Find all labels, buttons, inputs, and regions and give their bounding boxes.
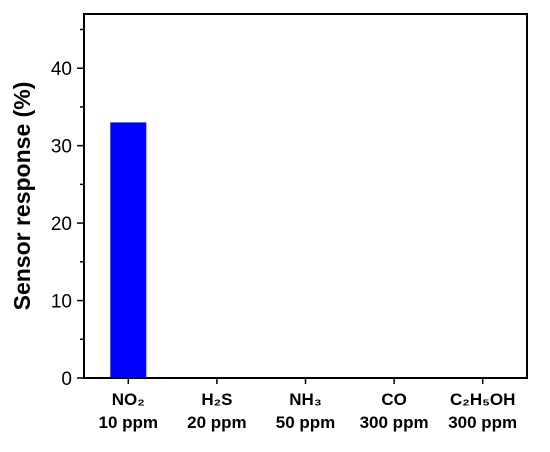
labels-layer: 0 10 20 30 40 NO₂ 10 ppm H₂S 20 ppm NH₃ 50 ppm CO 30… (51, 59, 517, 432)
plot-area-frame (83, 13, 528, 379)
x-category-gas: H₂S (201, 390, 232, 409)
bars-layer (110, 122, 147, 378)
x-category-gas: C₂H₅OH (450, 390, 515, 409)
y-tick-label: 10 (51, 292, 72, 313)
x-category-concentration: 50 ppm (276, 413, 336, 432)
y-axis-title: Sensor response (%) (9, 82, 35, 311)
x-category-concentration: 20 ppm (187, 413, 247, 432)
x-category-gas: NH₃ (289, 390, 321, 409)
x-category-concentration: 300 ppm (448, 413, 517, 432)
x-category-gas: NO₂ (112, 390, 145, 409)
x-category-concentration: 300 ppm (360, 413, 429, 432)
bar-0 (110, 122, 147, 378)
y-tick-label: 30 (51, 137, 72, 158)
y-tick-label: 20 (51, 214, 72, 235)
y-tick-label: 0 (61, 369, 72, 390)
y-tick-label: 40 (51, 59, 72, 80)
x-category-concentration: 10 ppm (99, 413, 159, 432)
x-category-gas: CO (381, 390, 407, 409)
